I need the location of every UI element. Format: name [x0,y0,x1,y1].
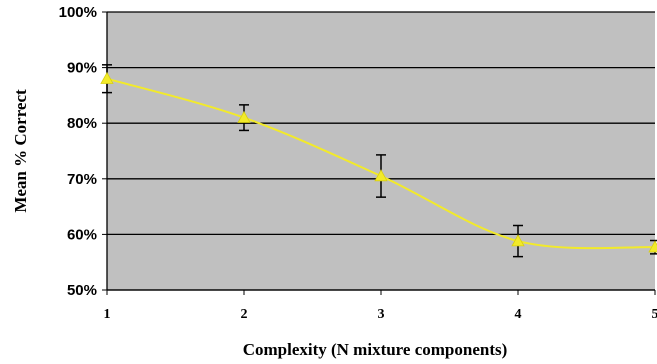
y-tick-labels: 50% 60% 70% 80% 90% 100% [59,4,97,299]
x-tick-label: 1 [104,307,111,322]
y-tick-label: 70% [67,171,97,188]
y-tick-label: 100% [59,4,97,21]
y-tick-label: 90% [67,60,97,77]
x-tick-label: 2 [241,307,248,322]
y-tick-label: 60% [67,226,97,243]
x-tick-label: 5 [652,307,657,322]
x-tick-label: 4 [515,307,522,322]
y-tick-label: 80% [67,115,97,132]
x-axis-title: Complexity (N mixture components) [243,340,508,359]
y-tick-label: 50% [67,282,97,299]
y-axis-title: Mean % Correct [11,89,30,213]
x-tick-label: 3 [378,307,385,322]
x-tick-labels: 1 2 3 4 5 [104,307,657,322]
